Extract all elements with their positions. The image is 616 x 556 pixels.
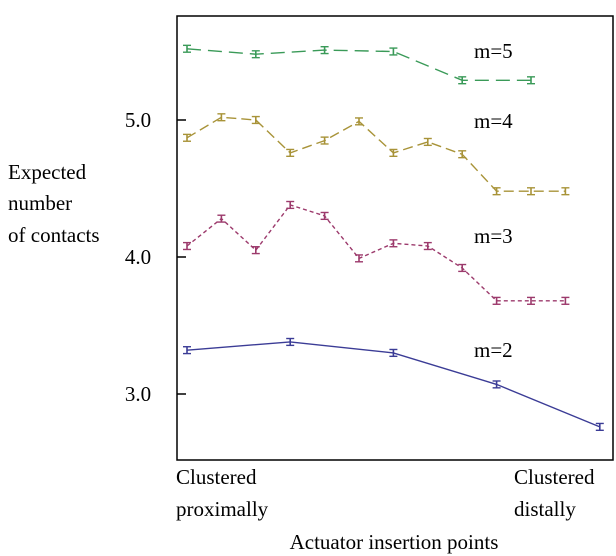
data-point-error-bar [561, 187, 570, 196]
data-point-error-bar [458, 76, 467, 85]
series-label: m=5 [474, 39, 513, 63]
y-tick-label: 4.0 [125, 245, 151, 269]
data-point-error-bar [355, 117, 363, 126]
data-point-error-bar [183, 133, 191, 142]
data-point-error-bar [389, 239, 398, 248]
data-point-error-bar [355, 254, 363, 263]
y-tick-label: 5.0 [125, 108, 151, 132]
data-point-error-bar [286, 200, 295, 210]
y-axis: 3.04.05.06.0 [125, 108, 186, 406]
data-point-error-bar [423, 241, 432, 251]
y-axis-label-line-1: Expected [8, 160, 87, 184]
y-axis-label-line-3: of contacts [8, 223, 100, 247]
data-point-error-bar [527, 76, 535, 85]
series-label: m=2 [474, 338, 513, 362]
data-point-error-bar [217, 113, 226, 122]
data-point-error-bar [251, 50, 260, 59]
data-point-error-bar [492, 380, 501, 389]
series-m=4 [183, 113, 570, 196]
data-point-error-bar [251, 115, 260, 125]
series-line [186, 116, 566, 192]
data-point-error-bar [320, 136, 329, 145]
data-point-error-bar [320, 46, 329, 55]
data-point-error-bar [458, 263, 467, 273]
data-point-error-bar [527, 296, 535, 305]
series-layer [183, 44, 604, 432]
series-m=2 [183, 337, 604, 432]
x-tick-left-line-1: Clustered [176, 465, 257, 489]
series-line [186, 48, 531, 82]
x-tick-right-line-2: distally [514, 497, 576, 521]
data-point-error-bar [458, 150, 467, 159]
data-point-error-bar [389, 148, 398, 158]
data-point-error-bar [561, 296, 570, 305]
data-point-error-bar [389, 348, 398, 358]
data-point-error-bar [217, 214, 226, 223]
y-axis-label-line-2: number [8, 191, 72, 215]
data-point-error-bar [286, 148, 295, 158]
series-label: m=3 [474, 224, 513, 248]
data-point-error-bar [492, 187, 501, 196]
plot-area [176, 15, 614, 461]
series-label: m=4 [474, 109, 513, 133]
series-m=3 [183, 200, 570, 305]
data-point-error-bar [286, 337, 295, 347]
data-point-error-bar [595, 422, 604, 432]
data-point-error-bar [183, 241, 191, 251]
data-point-error-bar [389, 47, 398, 56]
series-m=5 [183, 44, 535, 85]
x-axis-label: Actuator insertion points [290, 530, 499, 554]
data-point-error-bar [492, 296, 501, 305]
data-point-error-bar [423, 137, 432, 147]
x-tick-right-line-1: Clustered [514, 465, 595, 489]
data-point-error-bar [183, 346, 191, 355]
data-point-error-bar [183, 44, 191, 53]
data-point-error-bar [527, 187, 535, 196]
data-point-error-bar [251, 246, 260, 255]
data-point-error-bar [320, 211, 329, 221]
series-label-layer: m=2 m=3 m=4 m=5 [474, 39, 513, 362]
x-tick-left-line-2: proximally [176, 497, 269, 521]
y-tick-label: 3.0 [125, 382, 151, 406]
